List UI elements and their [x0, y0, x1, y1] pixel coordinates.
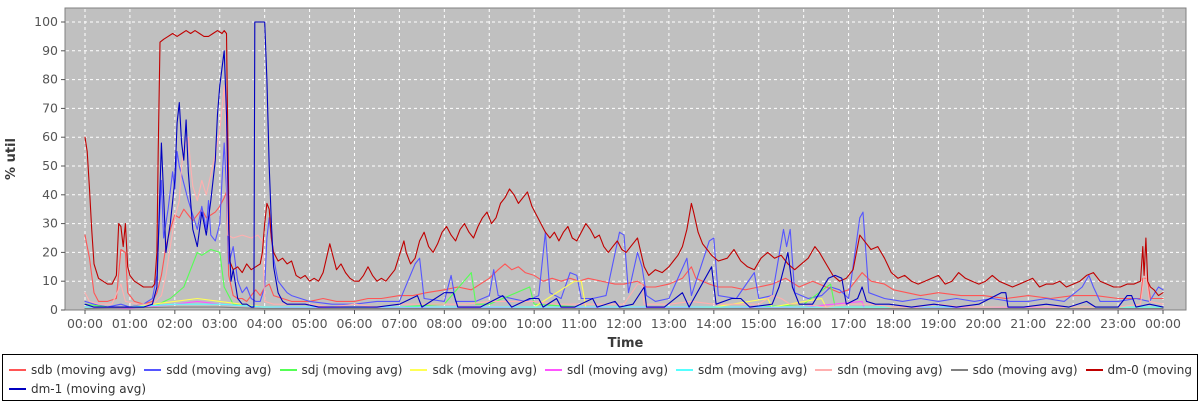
- y-tick-label: 80: [42, 72, 58, 87]
- chart-legend: sdb (moving avg) sdd (moving avg) sdj (mov…: [2, 354, 1198, 401]
- x-tick-label: 18:00: [875, 316, 911, 331]
- x-tick-label: 23:00: [1100, 316, 1136, 331]
- y-tick-label: 60: [42, 129, 58, 144]
- y-tick-label: 40: [42, 187, 58, 202]
- legend-item-sdo: sdo (moving avg): [950, 361, 1078, 378]
- y-tick-label: 10: [42, 273, 58, 288]
- y-tick-label: 50: [42, 158, 58, 173]
- x-tick-label: 09:00: [471, 316, 507, 331]
- legend-swatch-sdm: [676, 369, 694, 371]
- x-tick-label: 22:00: [1055, 316, 1091, 331]
- legend-swatch-sdk: [410, 369, 428, 371]
- legend-label-sdj: sdj (moving avg): [301, 362, 403, 377]
- legend-label-dm-1: dm-1 (moving avg): [31, 381, 147, 396]
- plot-border: [64, 7, 1187, 311]
- x-tick-label: 12:00: [606, 316, 642, 331]
- legend-swatch-sdn: [815, 369, 833, 371]
- y-tick-label: 100: [34, 14, 58, 29]
- legend-item-dm-0: dm-0 (moving avg): [1085, 361, 1191, 378]
- plot-area: [65, 8, 1186, 310]
- series-line-dm-1: [84, 21, 1164, 308]
- y-tick-label: 30: [42, 216, 58, 231]
- legend-swatch-sdo: [950, 369, 968, 371]
- x-tick-label: 20:00: [965, 316, 1001, 331]
- x-tick-label: 21:00: [1010, 316, 1046, 331]
- x-tick-label: 11:00: [561, 316, 597, 331]
- legend-label-sdk: sdk (moving avg): [432, 362, 538, 377]
- y-tick-label: 20: [42, 244, 58, 259]
- legend-label-sdo: sdo (moving avg): [972, 362, 1078, 377]
- x-tick-label: 06:00: [336, 316, 372, 331]
- legend-item-sdl: sdl (moving avg): [545, 361, 668, 378]
- y-axis-title: % util: [4, 138, 19, 180]
- legend-label-sdl: sdl (moving avg): [567, 362, 669, 377]
- legend-item-sdb: sdb (moving avg): [9, 361, 136, 378]
- legend-item-sdn: sdn (moving avg): [815, 361, 943, 378]
- legend-swatch-sdd: [144, 369, 162, 371]
- legend-label-sdd: sdd (moving avg): [166, 362, 272, 377]
- x-tick-label: 00:00: [67, 316, 103, 331]
- series-line-sdb: [84, 191, 1164, 305]
- x-tick-label: 14:00: [696, 316, 732, 331]
- legend-swatch-dm-1: [9, 388, 26, 390]
- x-tick-label: 19:00: [920, 316, 956, 331]
- legend-swatch-sdl: [545, 369, 563, 371]
- series-line-sdo: [84, 306, 1164, 310]
- legend-label-sdb: sdb (moving avg): [31, 362, 137, 377]
- y-tick-label: 70: [42, 100, 58, 115]
- x-tick-label: 02:00: [157, 316, 193, 331]
- series-line-dm-0: [84, 30, 1164, 297]
- y-tick-label: 90: [42, 43, 58, 58]
- legend-item-sdj: sdj (moving avg): [279, 361, 403, 378]
- legend-swatch-sdj: [279, 369, 297, 371]
- legend-item-sdd: sdd (moving avg): [144, 361, 272, 378]
- x-tick-label: 10:00: [516, 316, 552, 331]
- x-tick-label: 05:00: [292, 316, 328, 331]
- legend-row: dm-1 (moving avg): [9, 377, 1191, 396]
- x-tick-label: 15:00: [741, 316, 777, 331]
- x-tick-label: 04:00: [247, 316, 283, 331]
- legend-item-sdm: sdm (moving avg): [676, 361, 807, 378]
- legend-label-dm-0: dm-0 (moving avg): [1107, 362, 1191, 377]
- legend-row: sdb (moving avg) sdd (moving avg) sdj (mov…: [9, 358, 1191, 377]
- legend-item-dm-1: dm-1 (moving avg): [9, 380, 146, 397]
- x-tick-label: 16:00: [786, 316, 822, 331]
- x-tick-label: 03:00: [202, 316, 238, 331]
- utilization-time-series-plot: 0 10 20 30 40 50 60 70 80 90 100 00:00 01:00 02:00 03:…: [4, 7, 1187, 351]
- x-tick-label: 13:00: [651, 316, 687, 331]
- y-tick-label: 0: [50, 302, 58, 317]
- x-tick-label: 17:00: [831, 316, 867, 331]
- x-tick-label: 07:00: [381, 316, 417, 331]
- x-tick-label: 08:00: [426, 316, 462, 331]
- legend-swatch-sdb: [9, 369, 26, 371]
- legend-label-sdn: sdn (moving avg): [837, 362, 943, 377]
- legend-label-sdm: sdm (moving avg): [698, 362, 808, 377]
- x-axis-title: Time: [608, 336, 644, 351]
- legend-item-sdk: sdk (moving avg): [410, 361, 537, 378]
- x-tick-label: 01:00: [112, 316, 148, 331]
- x-tick-label: 00:00: [1145, 316, 1181, 331]
- legend-swatch-dm-0: [1085, 369, 1103, 371]
- series-line-sdd: [84, 142, 1164, 308]
